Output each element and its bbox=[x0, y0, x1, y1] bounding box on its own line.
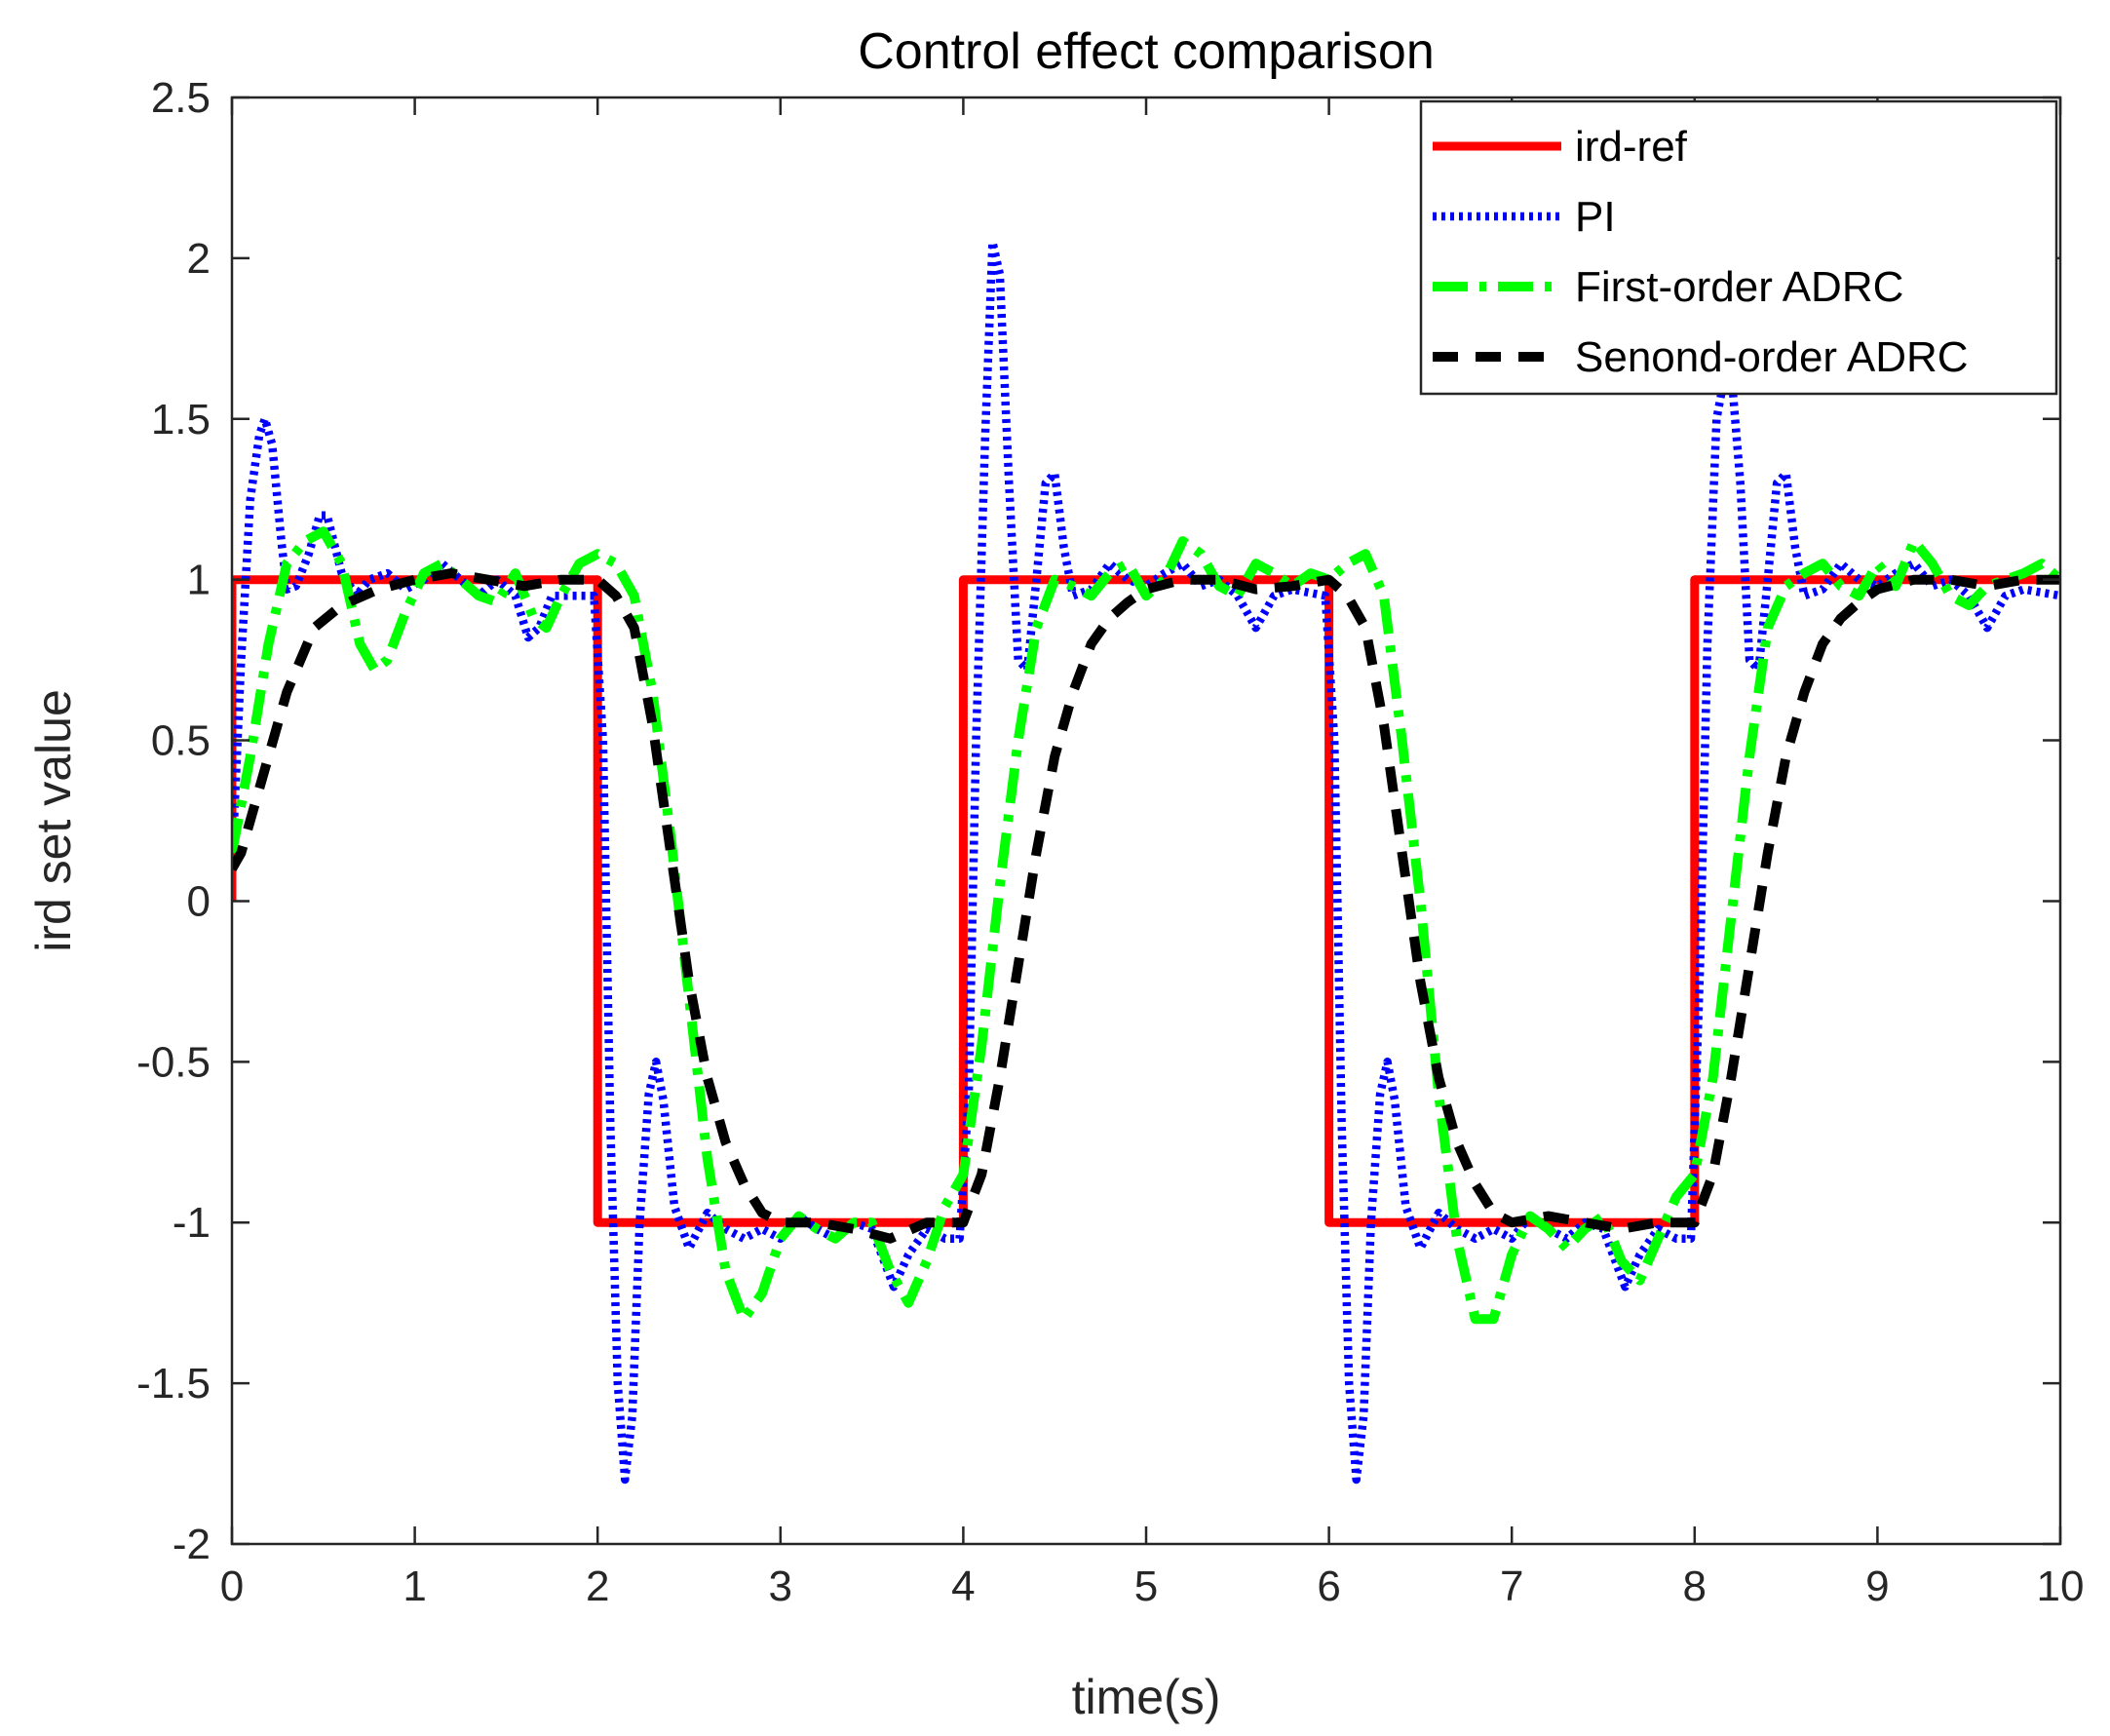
x-axis-label: time(s) bbox=[1072, 1670, 1221, 1724]
y-axis-label: ird set value bbox=[26, 689, 81, 952]
x-tick-label: 9 bbox=[1865, 1562, 1889, 1610]
x-tick-label: 1 bbox=[403, 1562, 426, 1610]
y-tick-label: -2 bbox=[173, 1521, 211, 1568]
y-tick-label: -1 bbox=[173, 1199, 211, 1247]
y-tick-label: 2.5 bbox=[151, 74, 211, 122]
legend-label: ird-ref bbox=[1575, 123, 1688, 171]
y-tick-label: 2 bbox=[187, 235, 211, 283]
legend-label: PI bbox=[1575, 193, 1616, 241]
y-tick-label: 1 bbox=[187, 557, 211, 604]
x-tick-label: 0 bbox=[220, 1562, 244, 1610]
y-tick-label: -1.5 bbox=[136, 1360, 211, 1408]
x-tick-label: 8 bbox=[1683, 1562, 1707, 1610]
legend-label: Senond-order ADRC bbox=[1575, 333, 1969, 381]
x-tick-label: 4 bbox=[951, 1562, 975, 1610]
x-tick-label: 5 bbox=[1134, 1562, 1158, 1610]
x-tick-label: 10 bbox=[2037, 1562, 2085, 1610]
x-tick-label: 7 bbox=[1500, 1562, 1523, 1610]
legend-entries: ird-ref PI First-order ADRC Senond-order AD… bbox=[1433, 123, 1969, 381]
axes-layer: 0 1 2 3 4 5 6 7 8 9 10 -2 -1.5 -1 -0.5 0 0.5 1 1.5 2 2.5 bbox=[136, 74, 2084, 1610]
series-line-first-order-adrc bbox=[232, 526, 2060, 1325]
x-tick-label: 3 bbox=[769, 1562, 792, 1610]
x-tick-label: 2 bbox=[586, 1562, 609, 1610]
chart-title: Control effect comparison bbox=[858, 23, 1435, 80]
y-tick-label: -0.5 bbox=[136, 1038, 211, 1086]
series-line-senond-order-adrc bbox=[232, 568, 2060, 1244]
y-tick-label: 1.5 bbox=[151, 396, 211, 444]
y-tick-label: 0.5 bbox=[151, 717, 211, 765]
x-tick-label: 6 bbox=[1317, 1562, 1340, 1610]
legend: ird-ref PI First-order ADRC Senond-order AD… bbox=[1419, 99, 2058, 396]
legend-label: First-order ADRC bbox=[1575, 263, 1903, 311]
y-tick-label: 0 bbox=[187, 877, 211, 925]
